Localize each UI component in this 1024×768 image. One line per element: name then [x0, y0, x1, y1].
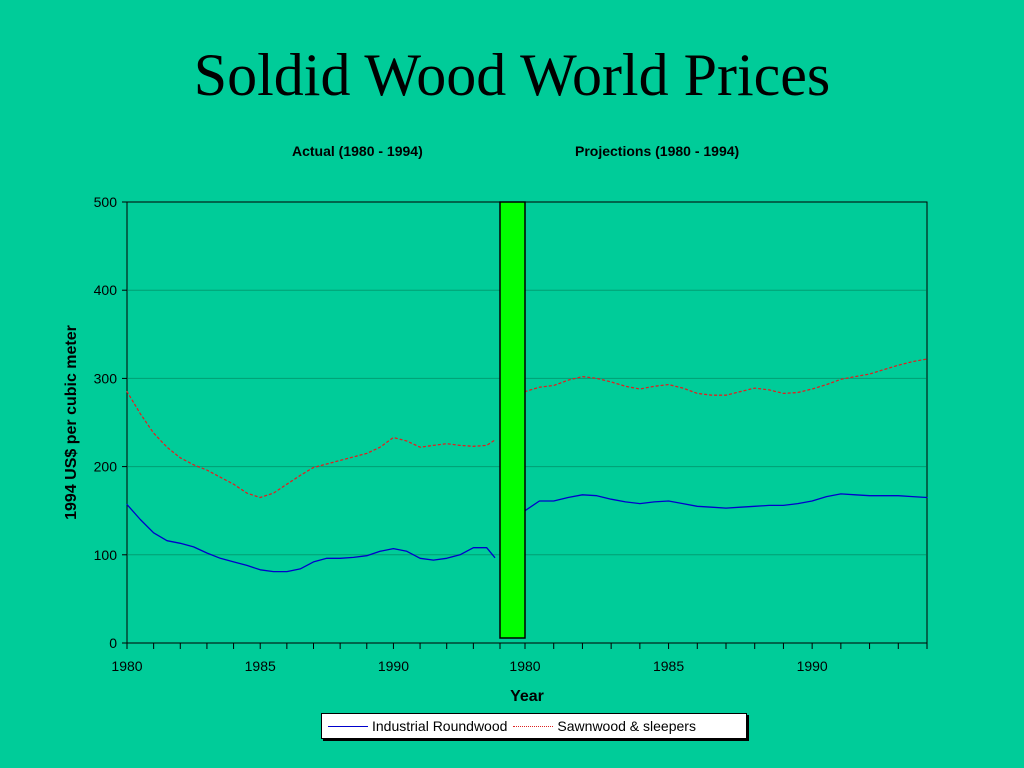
chart-legend: Industrial Roundwood Sawnwood & sleepers	[321, 713, 747, 739]
x-tick-label: 1980	[509, 658, 540, 674]
legend-swatch-sawnwood	[513, 725, 554, 727]
x-tick-label: 1985	[245, 658, 276, 674]
x-tick-label: 1985	[653, 658, 684, 674]
x-tick-label: 1990	[378, 658, 409, 674]
series-line-sawnwood-panel-1	[126, 390, 496, 499]
y-tick-label: 200	[94, 459, 118, 475]
section-label-actual: Actual (1980 - 1994)	[292, 143, 423, 159]
slide-title: Soldid Wood World Prices	[193, 42, 831, 108]
y-tick-label: 500	[94, 194, 118, 210]
y-tick-label: 100	[94, 547, 118, 563]
x-axis-label: Year	[510, 688, 544, 705]
series-line-sawnwood-panel-2	[524, 358, 928, 396]
series-line-roundwood-panel-2	[524, 493, 928, 512]
y-tick-label: 0	[109, 635, 117, 651]
legend-swatch-roundwood	[328, 725, 368, 727]
legend-label-sawnwood: Sawnwood & sleepers	[557, 718, 696, 734]
y-tick-label: 300	[94, 370, 118, 386]
plot-area	[126, 201, 928, 644]
y-tick-label: 400	[94, 282, 118, 298]
y-axis-label: 1994 US$ per cubic meter	[63, 325, 80, 520]
x-tick-label: 1980	[111, 658, 142, 674]
price-chart: 0 100 200 300 400 500 1994 US$ per cubic meter…	[63, 194, 928, 705]
legend-label-roundwood: Industrial Roundwood	[372, 718, 508, 734]
divider-bar	[499, 201, 526, 639]
series-line-roundwood-panel-1	[126, 503, 496, 573]
legend-item-roundwood: Industrial Roundwood	[328, 718, 507, 734]
legend-item-sawnwood: Sawnwood & sleepers	[513, 718, 696, 734]
section-label-projections: Projections (1980 - 1994)	[575, 143, 740, 159]
x-tick-label: 1990	[797, 658, 828, 674]
